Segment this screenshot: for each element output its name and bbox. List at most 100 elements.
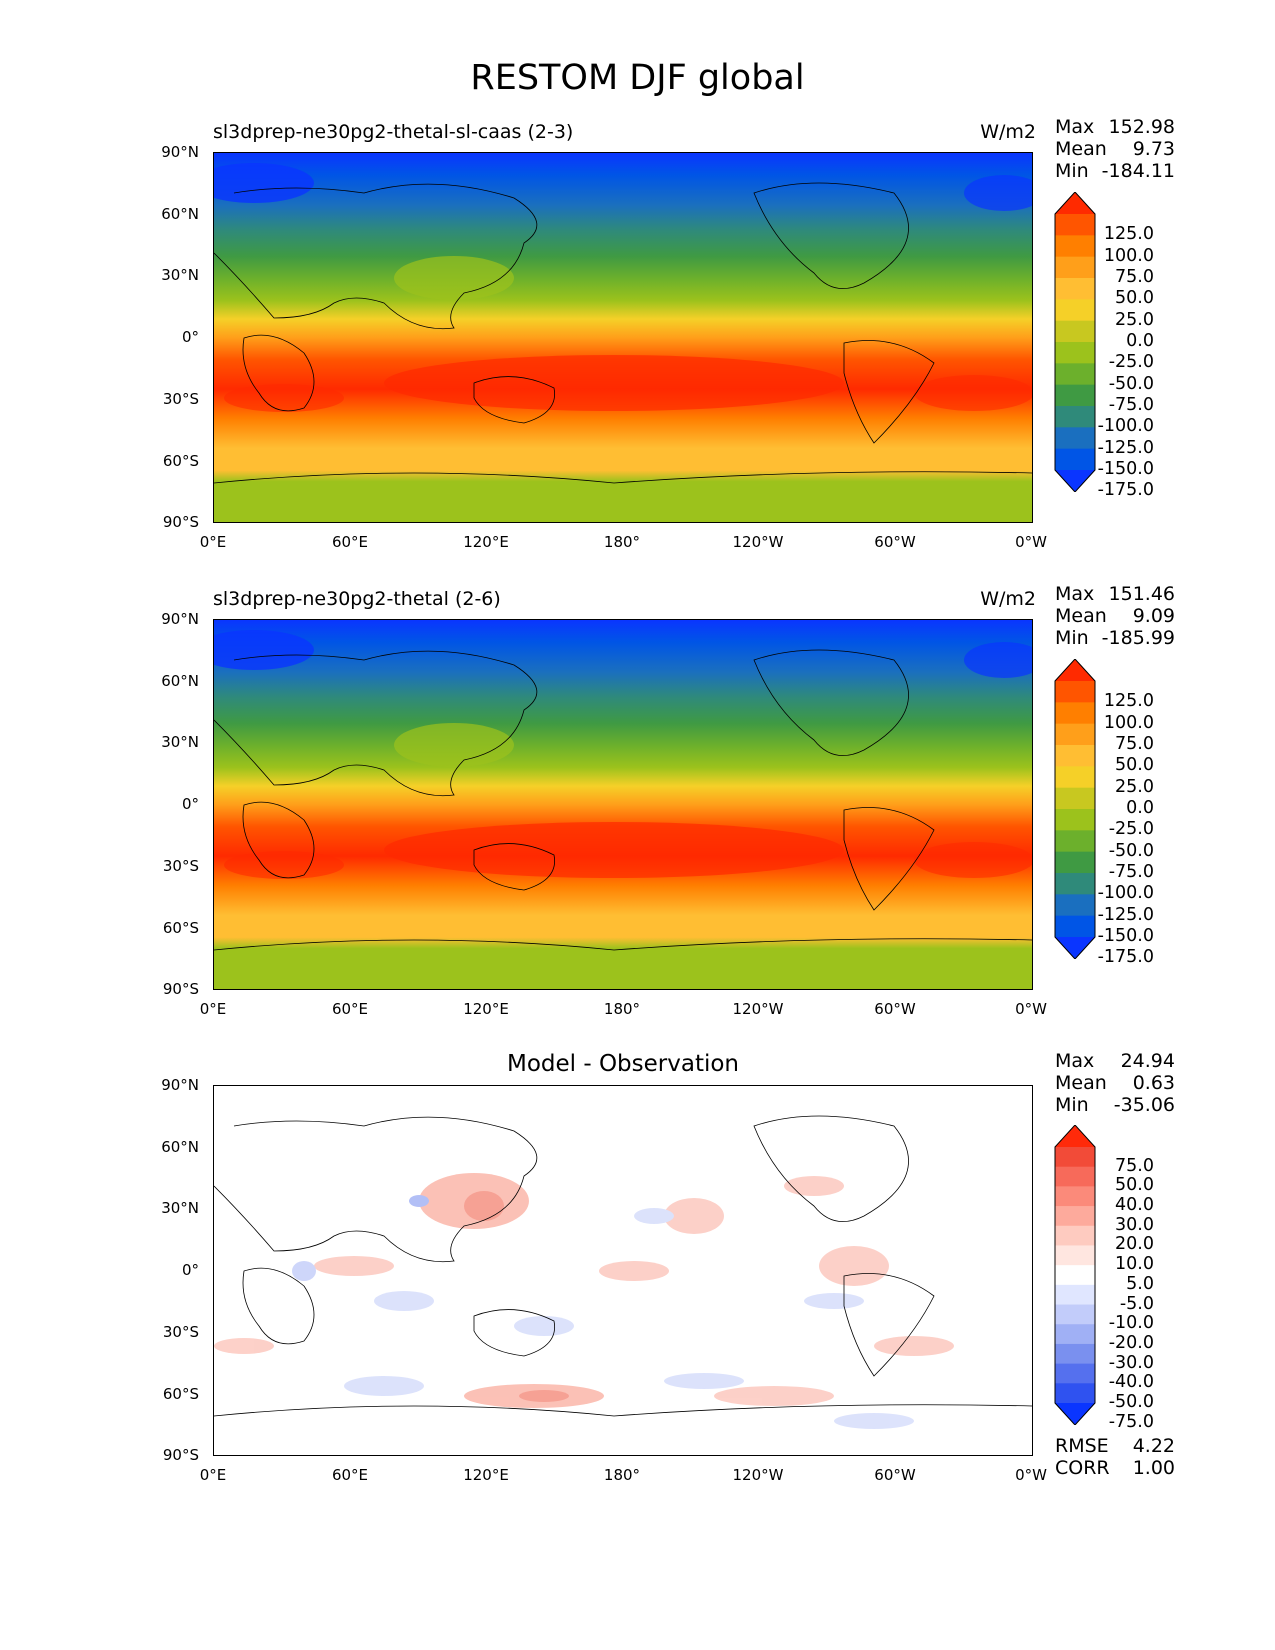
xtick-60e: 60°E (331, 533, 369, 551)
colorbar-tick-label: 50.0 (1115, 1175, 1154, 1196)
xtick-0w: 0°W (1015, 1466, 1047, 1484)
colorbar-tick-label: -100.0 (1097, 883, 1154, 904)
colorbar-swatch (1055, 1186, 1095, 1207)
colorbar-swatch (1055, 1343, 1095, 1365)
ytick-90n: 90°N (161, 610, 199, 628)
xtick-60e: 60°E (331, 1466, 369, 1484)
xtick-0w: 0°W (1015, 533, 1047, 551)
ytick-60n: 60°N (161, 672, 199, 690)
ytick-30n: 30°N (161, 266, 199, 284)
panel-1-units: W/m2 (980, 121, 1036, 143)
colorbar-swatch (1055, 384, 1095, 407)
colorbar-tick-label: -150.0 (1097, 459, 1154, 479)
colorbar-tick-label: 100.0 (1103, 245, 1154, 266)
colorbar-swatch (1055, 1284, 1095, 1306)
ytick-30s: 30°S (162, 390, 199, 408)
panel-1-colorbar (1053, 192, 1099, 492)
colorbar-swatch (1055, 235, 1095, 258)
ytick-0: 0° (181, 795, 199, 813)
ytick-60s: 60°S (162, 1385, 199, 1403)
colorbar-tick-label: -125.0 (1097, 437, 1154, 458)
ytick-90n: 90°N (161, 1076, 199, 1094)
colorbar-outline (1054, 1125, 1096, 1425)
panel-2-title: sl3dprep-ne30pg2-thetal (2-6) (213, 588, 501, 610)
colorbar-3-svg (1054, 1125, 1096, 1425)
ytick-90s: 90°S (162, 980, 199, 998)
colorbar-swatch (1055, 787, 1095, 810)
ytick-90s: 90°S (162, 513, 199, 531)
colorbar-tick-label: 75.0 (1115, 267, 1154, 287)
stat-mean-value: 9.09 (1132, 605, 1175, 627)
colorbar-swatch (1055, 1206, 1095, 1227)
colorbar-swatch (1055, 448, 1095, 471)
colorbar-tick-label: 50.0 (1115, 755, 1154, 776)
xtick-0e: 0°E (199, 1466, 227, 1484)
colorbar-swatch (1055, 1304, 1095, 1325)
colorbar-swatch (1055, 214, 1095, 236)
stat-max-label: Max (1055, 116, 1095, 138)
ytick-0: 0° (181, 1261, 199, 1279)
colorbar-1-svg (1054, 192, 1096, 492)
panel-3-map (213, 1085, 1033, 1456)
colorbar-swatch (1055, 406, 1095, 428)
colorbar-swatch (1055, 723, 1095, 746)
stat-corr-value: 1.00 (1132, 1457, 1175, 1479)
stat-max-label: Max (1055, 1050, 1095, 1072)
colorbar-tick-label: -5.0 (1119, 1293, 1154, 1314)
colorbar-extend-bottom (1055, 470, 1095, 492)
colorbar-swatch (1055, 766, 1095, 789)
colorbar-tick-label: -75.0 (1108, 395, 1154, 415)
stat-corr-label: CORR (1055, 1457, 1110, 1479)
ytick-60s: 60°S (162, 452, 199, 470)
ytick-60s: 60°S (162, 919, 199, 937)
colorbar-swatch (1055, 1225, 1095, 1246)
xtick-60e: 60°E (331, 1000, 369, 1018)
stat-mean-label: Mean (1055, 138, 1107, 160)
colorbar-swatch (1055, 1383, 1095, 1404)
stat-max-value: 24.94 (1120, 1050, 1175, 1072)
colorbar-tick-label: -75.0 (1108, 862, 1154, 882)
xtick-180: 180° (603, 1000, 641, 1018)
colorbar-tick-label: -40.0 (1108, 1372, 1154, 1393)
colorbar-tick-label: 20.0 (1115, 1234, 1154, 1255)
xtick-60w: 60°W (874, 1000, 916, 1018)
colorbar-tick-label: -50.0 (1108, 373, 1154, 394)
stat-max-value: 152.98 (1108, 116, 1175, 138)
ytick-30n: 30°N (161, 733, 199, 751)
colorbar-swatch (1055, 915, 1095, 938)
colorbar-swatch (1055, 894, 1095, 917)
stat-rmse-value: 4.22 (1132, 1435, 1175, 1457)
ytick-30s: 30°S (162, 1323, 199, 1341)
colorbar-tick-label: 25.0 (1115, 309, 1154, 330)
xtick-60w: 60°W (874, 533, 916, 551)
stat-min-value: -185.99 (1101, 627, 1175, 649)
colorbar-tick-label: 30.0 (1115, 1214, 1154, 1235)
xtick-180: 180° (603, 533, 641, 551)
colorbar-tick-label: -10.0 (1108, 1313, 1154, 1334)
colorbar-tick-label: -175.0 (1097, 480, 1154, 501)
ytick-60n: 60°N (161, 1138, 199, 1156)
colorbar-swatch (1055, 299, 1095, 322)
panel-3-colorbar (1053, 1125, 1099, 1425)
xtick-120w: 120°W (732, 1466, 784, 1484)
panel-2-map (213, 619, 1033, 990)
colorbar-swatch (1055, 363, 1095, 386)
xtick-0e: 0°E (199, 533, 227, 551)
colorbar-swatch (1055, 427, 1095, 450)
colorbar-swatch (1055, 342, 1095, 364)
ytick-90s: 90°S (162, 1446, 199, 1464)
colorbar-swatch (1055, 278, 1095, 300)
colorbar-swatch (1055, 256, 1095, 279)
colorbar-tick-label: -25.0 (1108, 352, 1154, 373)
colorbar-extend-top (1055, 1125, 1095, 1147)
xtick-180: 180° (603, 1466, 641, 1484)
colorbar-tick-label: 125.0 (1103, 224, 1154, 245)
colorbar-tick-label: 75.0 (1115, 734, 1154, 754)
stat-min-value: -35.06 (1113, 1094, 1175, 1116)
colorbar-tick-label: -100.0 (1097, 416, 1154, 437)
stat-min-label: Min (1055, 627, 1089, 649)
colorbar-2-svg (1054, 659, 1096, 959)
colorbar-tick-label: 40.0 (1115, 1195, 1154, 1216)
colorbar-swatch (1055, 702, 1095, 725)
stat-mean-value: 0.63 (1132, 1072, 1175, 1094)
